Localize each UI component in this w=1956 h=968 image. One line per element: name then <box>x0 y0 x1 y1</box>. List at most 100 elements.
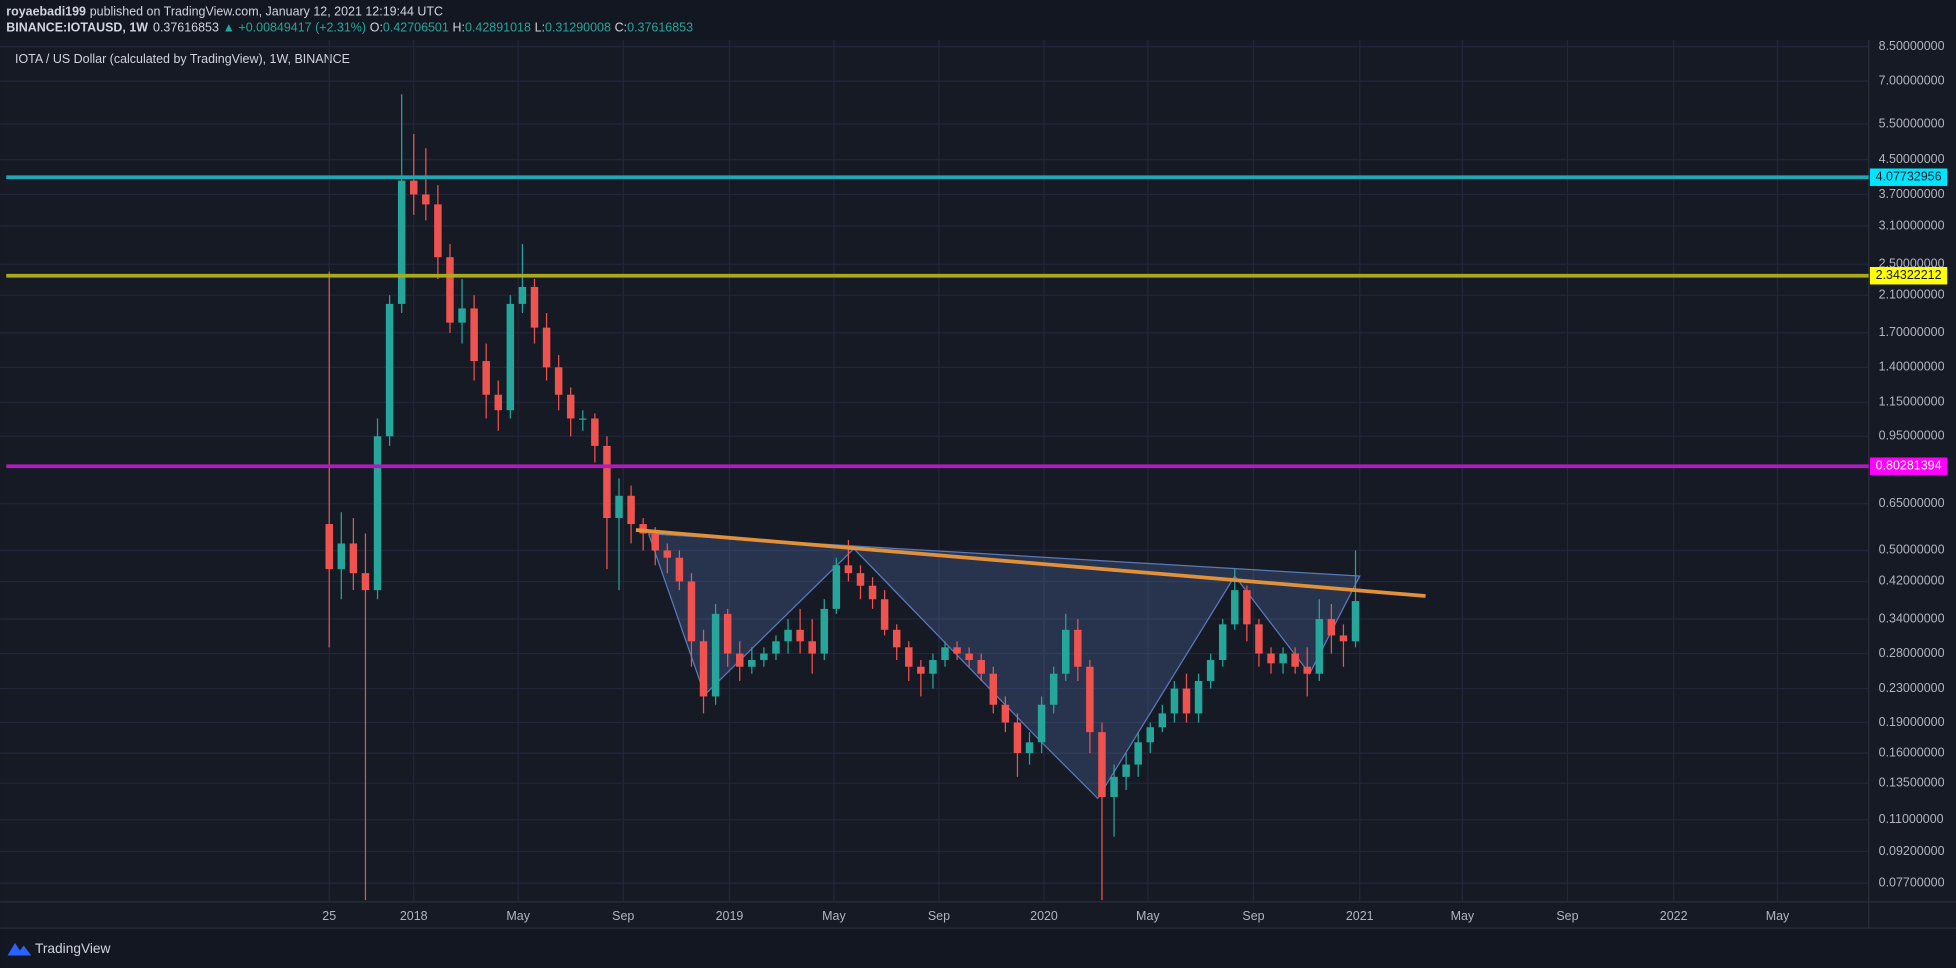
candle-body <box>1206 660 1215 681</box>
candle-body <box>1098 732 1106 797</box>
published: published on TradingView.com, January 12… <box>90 5 443 19</box>
candle-body <box>482 361 490 395</box>
candle-body <box>518 286 527 304</box>
level-label-box <box>1869 266 1948 285</box>
candle-body <box>892 629 901 648</box>
x-tick-label: 2020 <box>1030 909 1058 923</box>
candle-body <box>941 647 949 661</box>
candle-body <box>687 581 696 642</box>
author: royaebadi199 <box>6 5 86 19</box>
candle-body <box>410 180 418 195</box>
candle-body <box>579 418 587 420</box>
candle-body <box>1279 653 1287 664</box>
candle-body <box>905 647 913 667</box>
candle-body <box>856 573 865 586</box>
candle-body <box>1134 742 1142 765</box>
x-tick-label: Sep <box>612 909 634 923</box>
y-tick-label: 1.40000000 <box>1879 360 1945 374</box>
ohlc-value: 0.37616853 <box>627 21 693 35</box>
footer-brand: TradingView <box>35 941 111 956</box>
x-tick-label: May <box>1766 909 1790 923</box>
level-label: 0.80281394 <box>1876 459 1942 473</box>
ohlc-label: O: <box>370 21 383 35</box>
candle-body <box>1243 590 1251 625</box>
y-tick-label: 0.95000000 <box>1879 429 1945 443</box>
candle-body <box>361 573 370 591</box>
candle-body <box>699 641 708 697</box>
pattern-area <box>647 533 1361 800</box>
symbol: BINANCE:IOTAUSD, 1W <box>6 21 148 35</box>
candle-body <box>385 303 394 437</box>
candle-body <box>591 418 599 446</box>
x-tick-label: May <box>1451 909 1475 923</box>
x-tick-label: Sep <box>1556 909 1578 923</box>
candle-body <box>530 286 539 328</box>
y-tick-label: 0.65000000 <box>1879 496 1945 510</box>
level-label: 4.07732956 <box>1876 170 1942 184</box>
y-tick-label: 8.50000000 <box>1879 39 1945 53</box>
level-label-box <box>1869 457 1948 475</box>
candle-body <box>397 180 406 304</box>
x-tick-label: May <box>1136 909 1160 923</box>
candle-body <box>675 557 684 582</box>
candle-body <box>917 666 925 674</box>
x-tick-label: 2019 <box>716 909 744 923</box>
y-tick-label: 3.70000000 <box>1879 187 1945 201</box>
candle-body <box>977 660 985 674</box>
candle-body <box>1062 629 1070 674</box>
candle-body <box>458 308 466 323</box>
candle-body <box>1025 742 1034 754</box>
y-tick-label: 2.10000000 <box>1879 288 1945 302</box>
header-line-2: BINANCE:IOTAUSD, 1W 0.37616853 ▲ +0.008494… <box>6 21 693 35</box>
candle-body <box>349 543 358 574</box>
candle-body <box>1218 624 1227 661</box>
candle-body <box>1170 688 1179 714</box>
ohlc-label: C: <box>615 21 627 35</box>
candle-body <box>1231 590 1239 625</box>
candle-body <box>494 394 503 411</box>
y-tick-label: 3.10000000 <box>1879 218 1945 232</box>
candle-body <box>373 436 382 591</box>
y-tick-label: 5.50000000 <box>1879 116 1945 130</box>
candle-body <box>542 327 551 368</box>
y-tick-label: 4.50000000 <box>1879 152 1945 166</box>
y-tick-label: 0.50000000 <box>1879 543 1945 557</box>
footer-logo <box>7 943 32 956</box>
level-label: 2.34322212 <box>1876 268 1942 282</box>
candle-body <box>1049 673 1058 705</box>
candle-body <box>760 653 768 661</box>
x-tick-label: Sep <box>1242 909 1264 923</box>
x-tick-label: Sep <box>928 909 950 923</box>
candle-body <box>953 647 961 654</box>
candle-body <box>965 653 973 661</box>
header-line-1: royaebadi199 published on TradingView.com… <box>6 5 443 19</box>
candle-body <box>651 533 659 551</box>
candle-body <box>1037 704 1046 743</box>
candle-body <box>554 367 563 395</box>
candle-body <box>784 629 792 642</box>
ohlc-value: 0.42891018 <box>465 21 531 35</box>
x-tick-label: May <box>822 909 846 923</box>
candle-body <box>506 303 515 411</box>
candle-body <box>832 565 841 609</box>
candle-body <box>1267 653 1275 664</box>
y-tick-label: 0.19000000 <box>1879 715 1945 729</box>
y-tick-label: 1.15000000 <box>1879 395 1945 409</box>
x-tick-label: 2018 <box>400 909 428 923</box>
candle-body <box>1182 688 1191 714</box>
x-tick-label: 2022 <box>1660 909 1688 923</box>
candle-body <box>1339 635 1348 642</box>
y-tick-label: 0.34000000 <box>1879 611 1945 625</box>
change: ▲ +0.00849417 (+2.31%) <box>223 21 366 35</box>
candle-body <box>796 629 804 642</box>
y-tick-label: 0.09200000 <box>1879 844 1945 858</box>
plot <box>325 94 1361 901</box>
candle-body <box>422 194 430 205</box>
ohlc-label: L: <box>535 21 545 35</box>
candle-body <box>603 445 611 519</box>
chart-title: IOTA / US Dollar (calculated by TradingV… <box>15 52 350 66</box>
level-label-box <box>1869 168 1948 186</box>
y-tick-label: 0.16000000 <box>1879 745 1945 759</box>
